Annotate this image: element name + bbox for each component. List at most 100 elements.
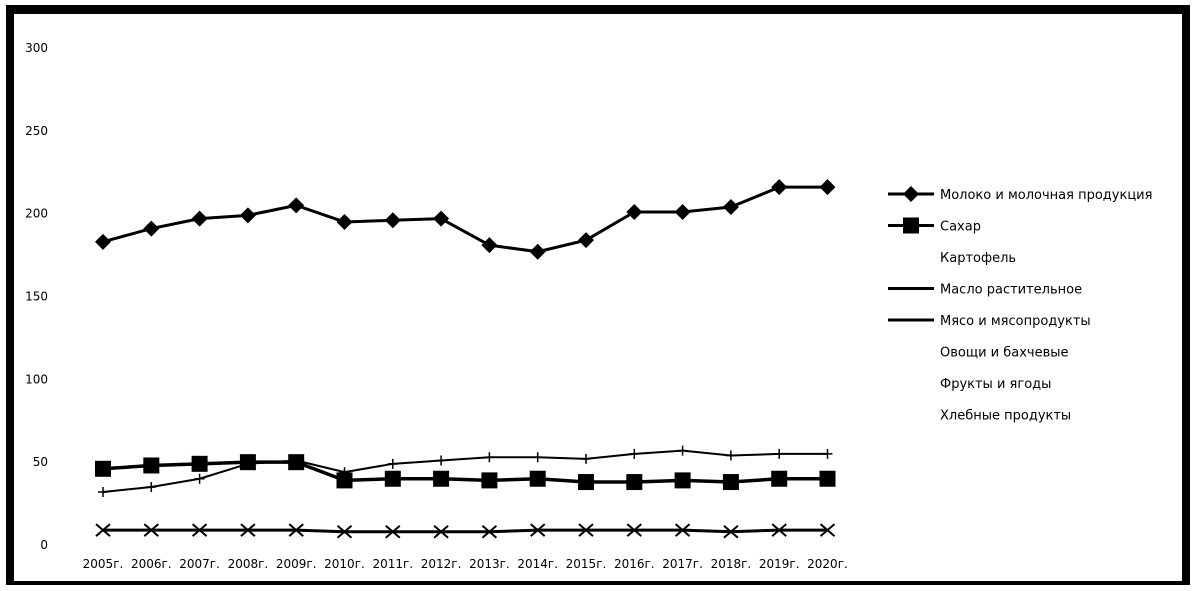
x-tick-label: 2014г.	[517, 557, 558, 571]
data-point-4-0	[98, 486, 108, 497]
series-line-4	[102, 449, 828, 493]
x-tick-label: 2013г.	[469, 557, 510, 571]
data-point-3-8	[481, 524, 498, 539]
data-point-4-3	[242, 458, 253, 469]
x-tick-label: 2017г.	[662, 557, 703, 571]
y-tick-label: 150	[25, 290, 48, 304]
y-tick-label: 300	[25, 41, 48, 55]
y-tick-label: 50	[33, 455, 48, 469]
data-point-0-13	[722, 199, 739, 216]
x-tick-label: 2010г.	[324, 557, 365, 571]
legend-label-1: Сахар	[940, 220, 981, 235]
series-lines	[102, 185, 828, 534]
data-point-1-13	[722, 474, 739, 491]
data-point-3-0	[95, 523, 111, 537]
series-line-1	[102, 460, 828, 484]
data-point-1-8	[481, 472, 498, 489]
x-tick-label: 2008г.	[228, 557, 269, 571]
data-point-3-5	[336, 524, 353, 539]
data-point-4-5	[339, 467, 350, 478]
data-point-1-14	[771, 470, 788, 487]
y-tick-label: 200	[25, 207, 48, 221]
data-point-0-2	[191, 210, 208, 227]
data-point-1-5	[336, 472, 353, 489]
data-point-3-3	[240, 523, 256, 537]
data-point-3-1	[143, 523, 159, 537]
y-axis-ticks: 0 50 100 150 200 250 300	[25, 41, 48, 552]
data-point-4-10	[581, 453, 591, 464]
data-point-0-12	[674, 204, 691, 221]
data-point-0-1	[143, 220, 160, 237]
data-point-4-8	[484, 452, 495, 463]
data-point-3-10	[578, 523, 594, 537]
data-point-3-7	[433, 524, 449, 539]
data-point-3-13	[723, 524, 739, 539]
data-point-1-6	[384, 470, 401, 487]
data-point-3-6	[385, 524, 401, 539]
x-tick-label: 2012г.	[421, 557, 462, 571]
data-point-4-13	[725, 450, 736, 461]
x-tick-label: 2019г.	[759, 557, 800, 571]
x-tick-label: 2007г.	[179, 557, 220, 571]
data-point-3-4	[288, 523, 304, 537]
data-point-4-15	[822, 448, 833, 459]
data-point-1-11	[626, 474, 643, 491]
data-point-3-15	[819, 523, 836, 537]
data-point-4-1	[146, 482, 157, 493]
data-point-0-6	[384, 212, 401, 229]
legend-label-3: Масло растительное	[940, 283, 1082, 298]
x-tick-label: 2006г.	[131, 557, 172, 571]
data-point-0-0	[95, 233, 111, 250]
data-point-4-12	[677, 445, 688, 456]
data-point-3-9	[530, 523, 546, 537]
data-point-1-2	[191, 455, 208, 472]
series-line-0	[102, 185, 828, 254]
data-point-1-7	[433, 470, 450, 487]
x-tick-label: 2018г.	[711, 557, 752, 571]
data-point-4-9	[532, 452, 543, 463]
data-point-0-9	[529, 243, 546, 260]
data-point-0-7	[433, 210, 450, 227]
data-point-0-3	[239, 207, 256, 224]
data-point-4-14	[774, 448, 785, 459]
y-tick-label: 250	[25, 124, 48, 138]
data-point-0-4	[288, 197, 305, 214]
legend-label-4: Мясо и мясопродукты	[940, 314, 1091, 329]
data-point-1-9	[529, 470, 546, 487]
data-point-1-0	[95, 460, 111, 477]
data-point-3-14	[771, 523, 787, 537]
legend-label-0: Молоко и молочная продукция	[940, 188, 1152, 203]
data-point-0-8	[481, 237, 498, 254]
legend: Молоко и молочная продукция Сахар Картофел…	[888, 186, 1152, 424]
x-axis-ticks: 2005г. 2006г. 2007г. 2008г. 2009г. 2010г. 2011…	[83, 557, 848, 571]
data-point-4-11	[629, 448, 640, 459]
data-point-0-5	[336, 213, 353, 230]
legend-marker-1	[903, 217, 919, 234]
y-tick-label: 100	[25, 372, 48, 386]
legend-label-2: Картофель	[940, 251, 1016, 266]
series-markers	[95, 179, 836, 539]
data-point-3-12	[674, 523, 691, 537]
x-tick-label: 2011г.	[372, 557, 413, 571]
data-point-0-11	[626, 204, 643, 221]
x-tick-label: 2016г.	[614, 557, 655, 571]
data-point-1-12	[674, 472, 691, 489]
x-tick-label: 2020г.	[807, 557, 848, 571]
y-tick-label: 0	[40, 538, 48, 552]
data-point-1-15	[819, 470, 836, 487]
x-tick-label: 2015г.	[566, 557, 607, 571]
data-point-0-10	[578, 232, 594, 249]
data-point-0-14	[771, 179, 788, 196]
chart-frame	[6, 5, 1190, 585]
legend-label-5: Овощи и бахчевые	[940, 346, 1069, 361]
data-point-0-15	[819, 179, 836, 196]
legend-label-6: Фрукты и ягоды	[940, 377, 1051, 392]
series-line-3	[103, 528, 828, 534]
x-tick-label: 2009г.	[276, 557, 317, 571]
data-point-1-1	[143, 457, 160, 474]
data-point-1-10	[578, 474, 594, 491]
data-point-3-11	[626, 523, 642, 537]
data-point-4-2	[194, 473, 205, 484]
data-point-3-2	[191, 523, 208, 537]
